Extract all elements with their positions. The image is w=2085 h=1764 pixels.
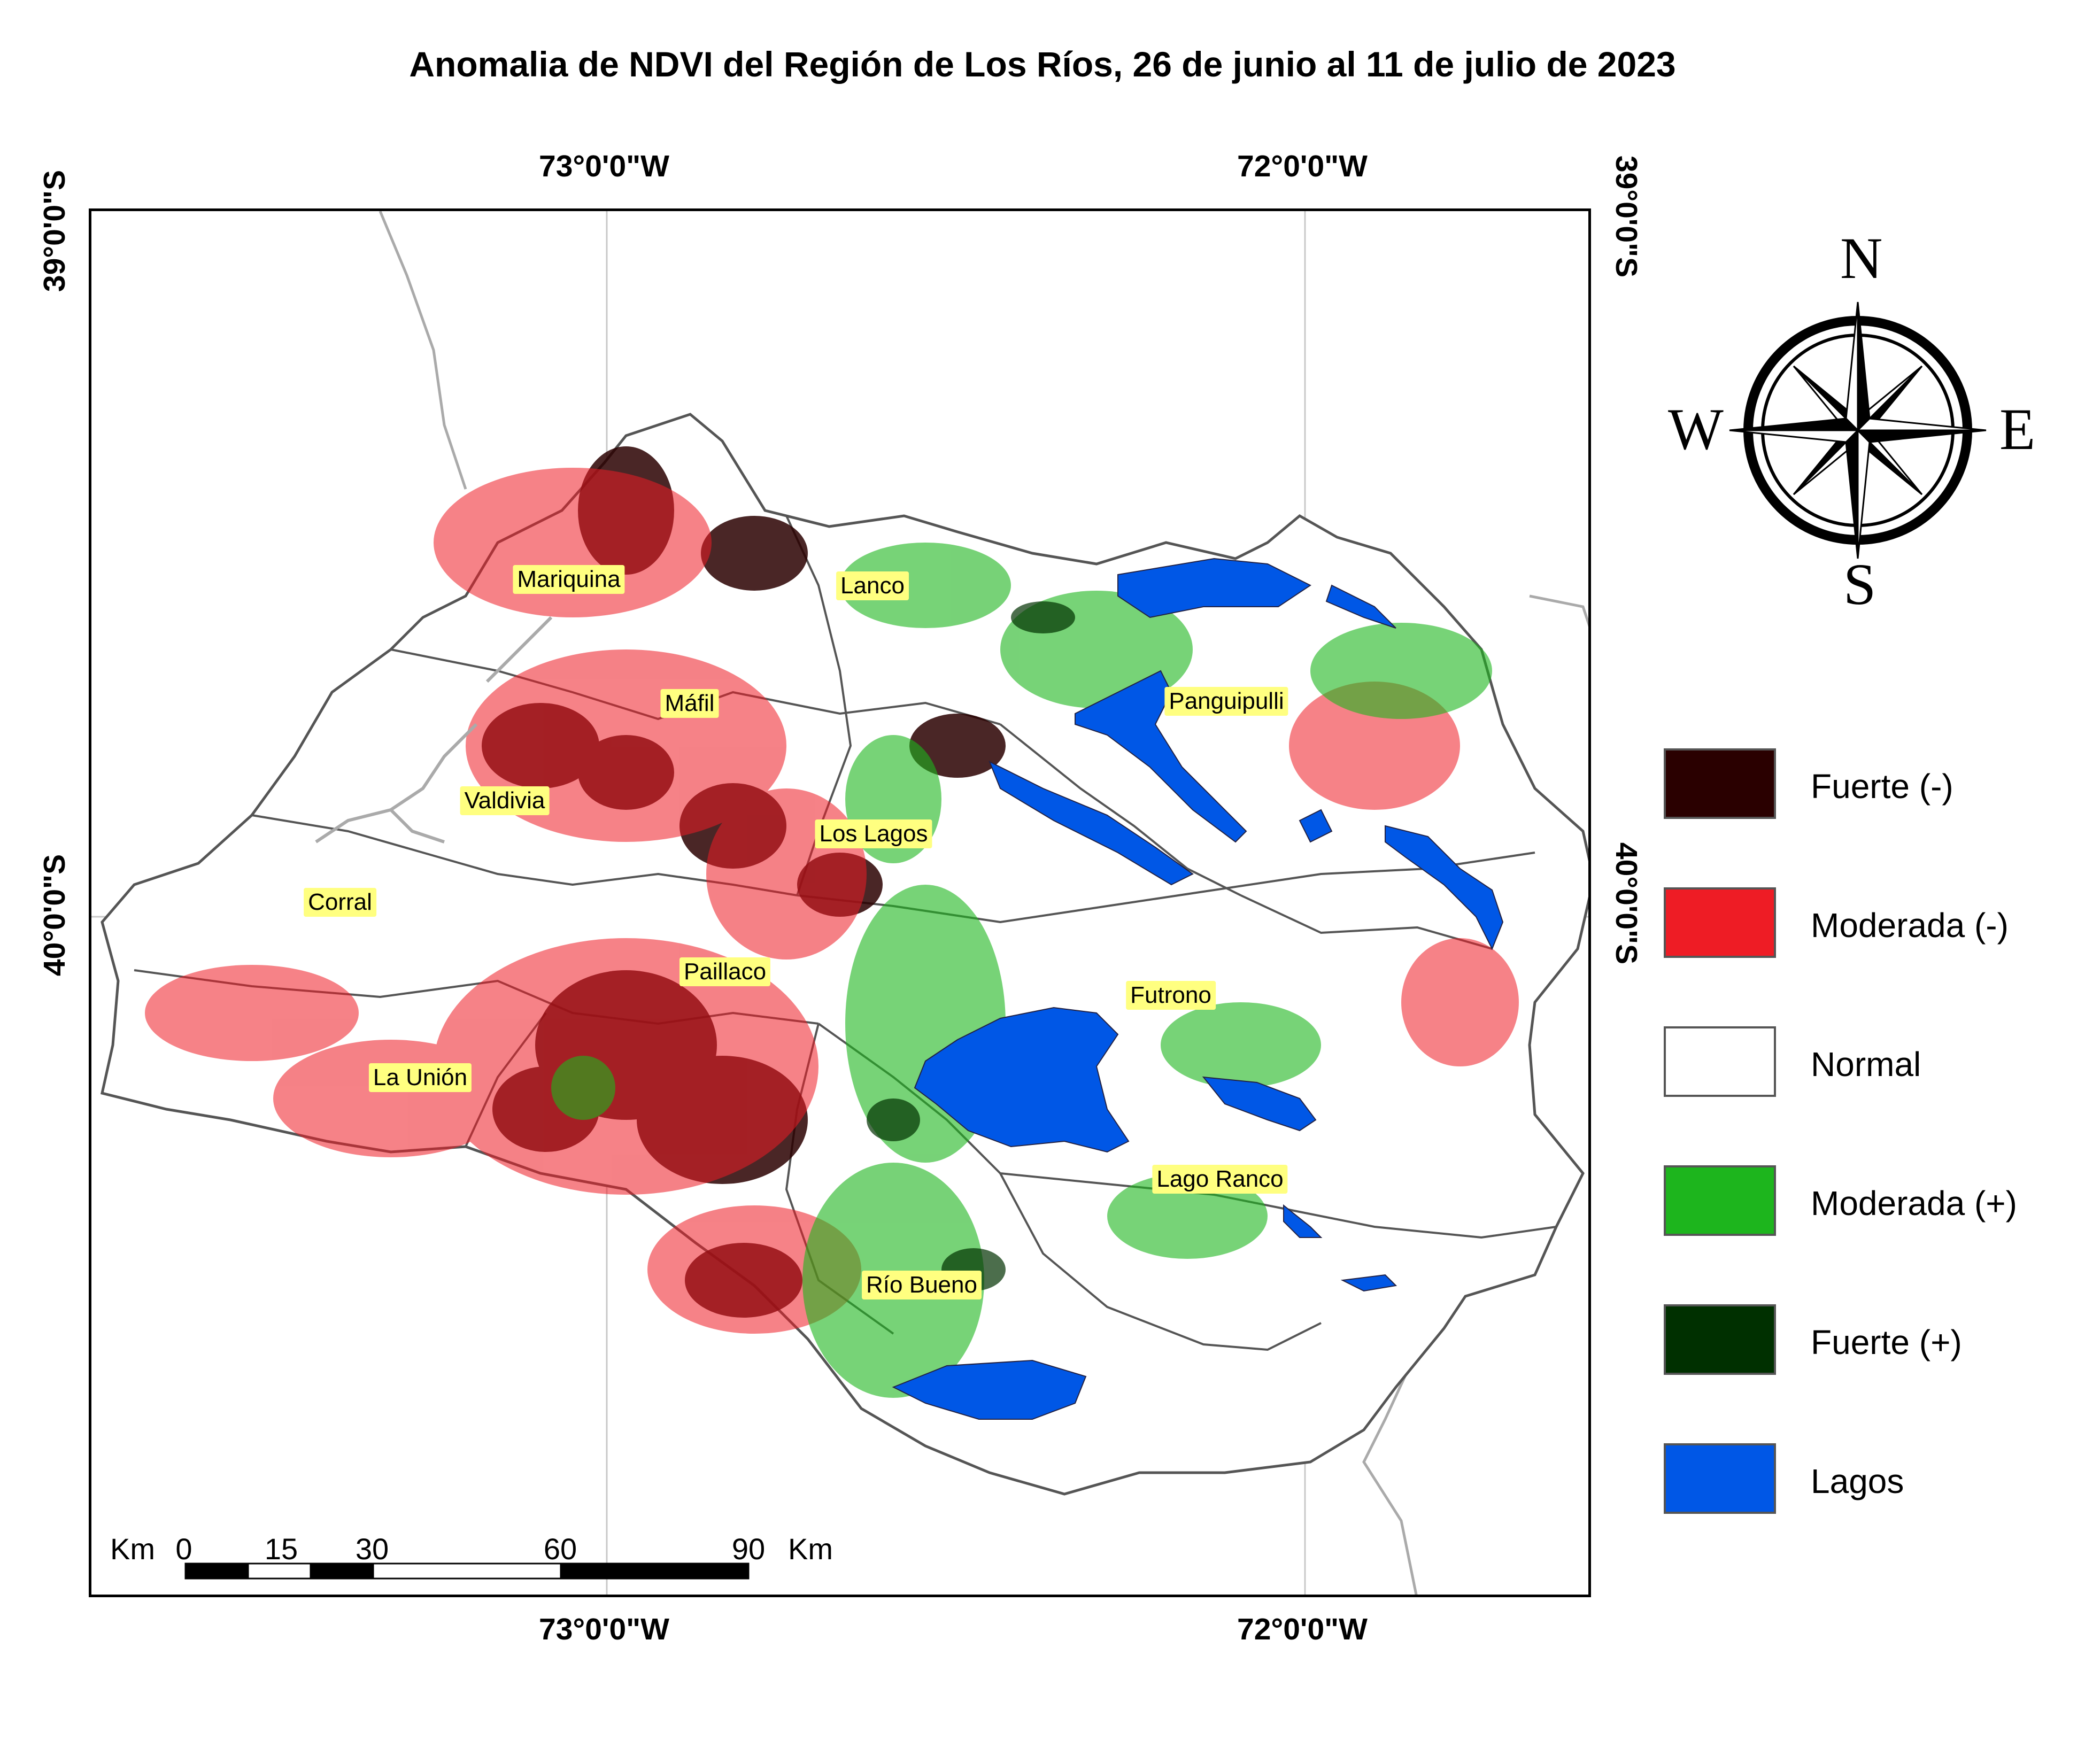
legend-item-normal: Normal — [1664, 1026, 2038, 1097]
map-canvas — [91, 211, 1588, 1595]
compass-west-label: W — [1668, 397, 1724, 462]
north-arrow-compass-icon: N S E W — [1668, 226, 2042, 617]
neighbor-boundary — [1529, 594, 1588, 627]
place-label-corral: Corral — [304, 888, 376, 917]
rivers — [315, 616, 553, 844]
lake-rinihue — [989, 760, 1194, 886]
lat-label-left-north: 39°0'0"S — [37, 169, 72, 292]
legend-label: Lagos — [1811, 1462, 1904, 1500]
legend-label: Normal — [1811, 1045, 1921, 1084]
lake-neltume — [1299, 809, 1333, 843]
lon-label-top-east: 72°0'0"W — [1237, 149, 1368, 183]
legend-label: Fuerte (-) — [1811, 767, 1953, 806]
legend-swatch — [1664, 887, 1776, 958]
legend-item-moderate-negative: Moderada (-) — [1664, 887, 2038, 958]
compass-north-label: N — [1840, 226, 1883, 291]
legend-swatch — [1664, 1304, 1776, 1375]
lake-ranco — [914, 1007, 1130, 1153]
compass-east-label: E — [1999, 397, 2036, 462]
place-label-futrono: Futrono — [1126, 981, 1216, 1010]
lake-puyehue — [892, 1359, 1087, 1420]
place-label-mafil: Máfil — [660, 689, 719, 718]
lake-calafquen — [1117, 558, 1311, 618]
legend-item-strong-positive: Fuerte (+) — [1664, 1304, 2038, 1375]
legend-label: Moderada (-) — [1811, 906, 2009, 945]
lake-small-2 — [1340, 1274, 1397, 1292]
lon-label-bottom-west: 73°0'0"W — [539, 1612, 669, 1646]
legend-swatch — [1664, 1165, 1776, 1236]
lakes — [892, 558, 1504, 1420]
place-label-lago-ranco: Lago Ranco — [1152, 1165, 1288, 1194]
scale-bar — [184, 1562, 750, 1580]
legend-label: Fuerte (+) — [1811, 1323, 1962, 1361]
compass-rose-icon — [1729, 301, 1987, 559]
scale-tick-60: 60 — [543, 1532, 577, 1566]
map-frame — [89, 208, 1591, 1597]
lon-label-bottom-east: 72°0'0"W — [1237, 1612, 1368, 1646]
place-label-valdivia: Valdivia — [460, 786, 550, 815]
lake-small-1 — [1283, 1204, 1323, 1238]
place-label-rio-bueno: Río Bueno — [862, 1271, 982, 1299]
place-label-los-lagos: Los Lagos — [815, 819, 932, 848]
scale-tick-90: 90 — [731, 1532, 766, 1566]
place-label-la-union: La Unión — [368, 1063, 472, 1092]
lat-label-left-mid: 40°0'0"S — [37, 854, 72, 977]
place-label-lanco: Lanco — [836, 571, 909, 600]
lake-pullinque — [1325, 584, 1396, 629]
legend-label: Moderada (+) — [1811, 1184, 2017, 1223]
compass-south-label: S — [1843, 552, 1876, 617]
legend-swatch — [1664, 748, 1776, 819]
place-label-panguipulli: Panguipulli — [1164, 687, 1288, 716]
legend-swatch — [1664, 1026, 1776, 1097]
lat-label-right-north: 39°0'0"S — [1609, 155, 1643, 278]
place-label-paillaco: Paillaco — [679, 957, 771, 986]
legend-item-moderate-positive: Moderada (+) — [1664, 1165, 2038, 1236]
scale-tick-0: 0 — [175, 1532, 192, 1566]
scale-unit-left: Km — [110, 1532, 155, 1566]
lake-panguipulli — [1075, 670, 1247, 843]
legend-swatch — [1664, 1443, 1776, 1514]
map-title: Anomalia de NDVI del Región de Los Ríos,… — [409, 44, 1676, 84]
legend-item-lakes: Lagos — [1664, 1443, 2038, 1514]
legend-item-strong-negative: Fuerte (-) — [1664, 748, 2038, 819]
place-label-mariquina: Mariquina — [513, 565, 625, 594]
neighbor-boundary — [379, 211, 467, 490]
lake-pirihueico — [1385, 825, 1504, 950]
scale-tick-30: 30 — [355, 1532, 389, 1566]
lat-label-right-mid: 40°0'0"S — [1609, 842, 1643, 965]
scale-unit-right: Km — [788, 1532, 833, 1566]
lake-maihue — [1202, 1076, 1317, 1132]
lon-label-top-west: 73°0'0"W — [539, 149, 669, 183]
scale-tick-15: 15 — [264, 1532, 298, 1566]
